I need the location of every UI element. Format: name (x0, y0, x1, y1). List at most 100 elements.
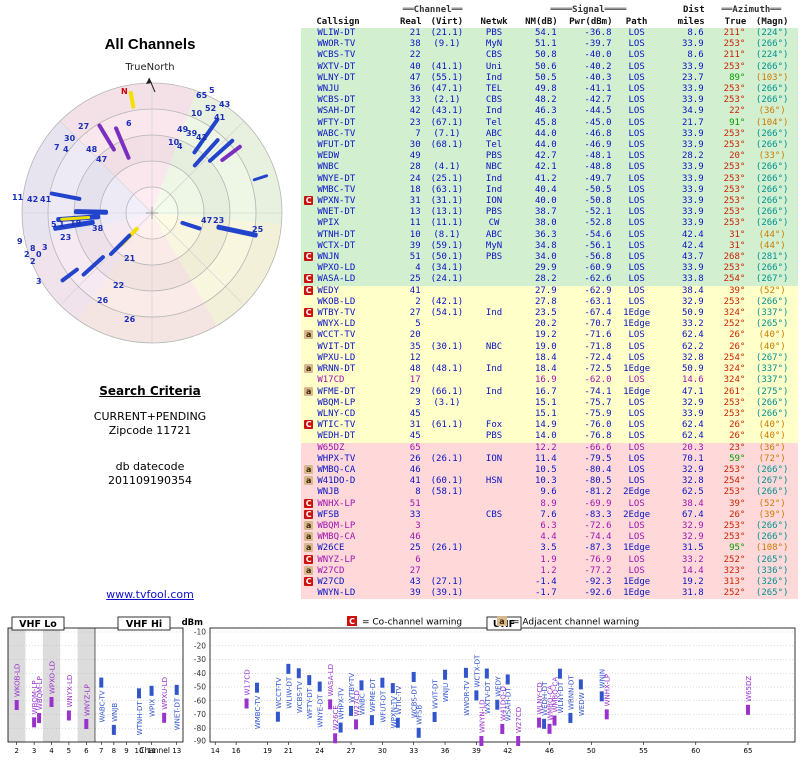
cell-pwr-dbm: -71.8 (584, 341, 612, 352)
cell-pwr-dbm: -62.6 (584, 274, 612, 285)
cell-callsign: W27CD (317, 576, 345, 587)
cell-pwr-dbm: -40.0 (584, 50, 612, 61)
x-axis-label: Channel (139, 746, 170, 755)
col-header-virt: (Virt) (430, 17, 464, 27)
cell-callsign: WPXU-LD (317, 352, 356, 363)
station-row-W27CD: a W27CD 27 1.2 -77.2 LOS 14.4 323° (336°) (301, 565, 798, 577)
radar-ring-outline (73, 134, 231, 292)
x-axis-tick-label: 9 (124, 747, 128, 755)
cell-callsign: WRNN-DT (317, 364, 356, 375)
cell-pwr-dbm: -75.7 (584, 397, 612, 408)
cell-path: LOS (628, 431, 645, 442)
signal-point-label-WHPX-TV: WHPX-TV (338, 688, 346, 720)
cell-pwr-dbm: -62.9 (584, 285, 612, 296)
radar-signal-bar-rect (97, 123, 116, 152)
cell-azimuth-true: 252° (723, 554, 746, 565)
signal-point-WMBC-TV (255, 682, 260, 693)
warning-cell (301, 230, 316, 241)
adjacent-channel-warning-badge: a (304, 364, 314, 374)
cell-callsign: WCTX-DT (317, 240, 356, 251)
cell-real-channel: 42 (409, 106, 421, 117)
adjacent-channel-warning-badge: a (304, 476, 314, 486)
cell-dist-miles: 33.9 (681, 263, 704, 274)
signal-point-WFSB (416, 727, 421, 738)
y-axis-unit-label: dBm (182, 618, 204, 628)
signal-point-WNJU (443, 669, 448, 680)
cell-pwr-dbm: -62.0 (584, 375, 612, 386)
signal-point-WFME-DT (369, 715, 374, 726)
x-axis-tick-label: 19 (263, 747, 272, 755)
group-header-dist: Dist (682, 5, 705, 15)
y-axis-tick-label: -30 (194, 655, 206, 664)
co-channel-warning-badge: C (304, 196, 314, 206)
station-row-WNET-DT: WNET-DT 13 (13.1) PBS 38.7 -52.1 LOS 33.9 253° (2… (301, 207, 798, 219)
cell-pwr-dbm: -76.8 (584, 431, 612, 442)
cell-azimuth-magn: (266°) (755, 487, 789, 498)
cell-callsign: WCBS-DT (317, 95, 356, 106)
signal-point-WASA-LD (328, 699, 333, 710)
cell-dist-miles: 50.9 (681, 308, 704, 319)
radar-channel-label: 42 (196, 133, 207, 142)
x-axis-tick-label: 6 (84, 747, 89, 755)
radar-signal-bar-rect (128, 90, 136, 109)
radar-signal-bar (180, 220, 202, 231)
radar-channel-label: 38 (92, 224, 104, 233)
warning-cell (301, 185, 316, 196)
signal-point-WTNH-DT (137, 688, 141, 699)
signal-point-label-WNYN-LD: WNYN-LD (478, 700, 486, 734)
radar-channel-label: 7 (54, 143, 60, 152)
cell-path: LOS (628, 106, 645, 117)
cell-azimuth-magn: (266°) (755, 408, 789, 419)
station-row-WEDY: C WEDY 41 27.9 -62.9 LOS 38.4 39° (52°) (301, 285, 798, 297)
cell-dist-miles: 23.7 (681, 72, 704, 83)
cell-nm-db: 10.3 (534, 476, 557, 487)
warning-cell (301, 342, 316, 353)
cell-real-channel: 38 (409, 39, 421, 50)
cell-azimuth-magn: (266°) (755, 61, 789, 72)
signal-point-label-WKOB-LD: WKOB-LD (14, 664, 22, 697)
cell-nm-db: 3.5 (540, 543, 557, 554)
cell-azimuth-magn: (266°) (755, 532, 789, 543)
cell-network: ABC (485, 229, 503, 240)
radar-channel-label: 10 (168, 138, 180, 147)
cell-path: LOS (628, 117, 645, 128)
cell-callsign: WVIT-DT (317, 341, 356, 352)
radar-channel-label: 18 (70, 219, 82, 228)
adjacent-channel-warning-badge: a (304, 565, 314, 575)
cell-azimuth-true: 253° (723, 263, 746, 274)
adjacent-channel-warning-badge: a (304, 543, 314, 553)
cell-network: CBS (485, 509, 503, 520)
radar-signal-bar-rect (60, 215, 91, 221)
x-axis-tick-label: 42 (503, 747, 512, 755)
cell-virtual-channel: (42.1) (430, 296, 464, 307)
station-row-WTIC-TV: C WTIC-TV 31 (61.1) Fox 14.9 -76.0 LOS 62.4 26° (4… (301, 420, 798, 432)
cell-real-channel: 7 (415, 128, 421, 139)
cell-azimuth-magn: (266°) (755, 84, 789, 95)
warning-cell: C (301, 420, 316, 431)
search-criteria: Search Criteria CURRENT+PENDING Zipcode … (0, 384, 300, 488)
cell-pwr-dbm: -80.5 (584, 476, 612, 487)
cell-real-channel: 18 (409, 184, 421, 195)
cell-virtual-channel (422, 319, 472, 330)
x-axis-tick-label: 27 (347, 747, 356, 755)
cell-dist-miles: 33.8 (681, 274, 704, 285)
cell-virtual-channel (422, 330, 472, 341)
cell-callsign: WNJB (317, 487, 340, 498)
cell-real-channel: 26 (409, 453, 421, 464)
search-zipcode: Zipcode 11721 (108, 424, 192, 437)
station-row-WLNY-DT: WLNY-DT 47 (55.1) Ind 50.5 -40.3 LOS 23.7 89° (10… (301, 72, 798, 85)
cell-virtual-channel: (9.1) (433, 39, 461, 50)
x-axis-tick-label: 7 (99, 747, 103, 755)
cell-azimuth-magn: (103°) (755, 72, 789, 83)
signal-point-W17CD (244, 698, 249, 709)
signal-point-WKOB-LD (14, 700, 19, 711)
cell-azimuth-magn: (44°) (758, 240, 786, 251)
signal-point-label-WSAH-DT: WSAH-DT (505, 687, 513, 721)
cell-virtual-channel: (26.1) (430, 543, 464, 554)
radar-channel-label: 65 (196, 91, 208, 100)
col-header-nm: NM(dB) (525, 17, 558, 27)
tvfool-link[interactable]: www.tvfool.com (106, 588, 194, 601)
cell-pwr-dbm: -60.9 (584, 263, 612, 274)
cell-real-channel: 48 (409, 364, 421, 375)
